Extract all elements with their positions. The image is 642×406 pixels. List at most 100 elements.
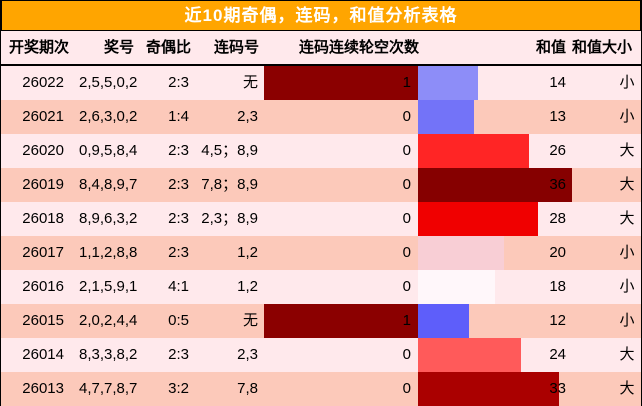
odd-even-ratio-cell: 2:3 [168, 346, 189, 363]
sum-cell: 36 [549, 176, 566, 193]
lianma-cell: 无 [242, 74, 258, 91]
lianma-cell: 2,3；8,9 [201, 210, 258, 227]
sum-heat-bar [418, 304, 469, 338]
lunkong-value: 1 [402, 74, 411, 91]
lunkong-value: 0 [402, 380, 411, 397]
sum-size-cell: 小 [619, 278, 635, 295]
column-header-lunkong: 连码连续轮空次数 [299, 39, 420, 56]
table-body: 26022 2,5,5,0,2 2:3 无 1 14 小 26021 2,6,3… [1, 66, 641, 406]
period-cell: 26020 [22, 142, 64, 159]
lunkong-value: 0 [402, 176, 411, 193]
period-cell: 26019 [22, 176, 64, 193]
lianma-cell: 7,8；8,9 [201, 176, 258, 193]
odd-even-ratio-cell: 2:3 [168, 74, 189, 91]
table-row: 26015 2,0,2,4,4 0:5 无 1 12 小 [1, 304, 641, 338]
sum-size-cell: 大 [619, 142, 635, 159]
period-cell: 26014 [22, 346, 64, 363]
sum-cell: 28 [549, 210, 566, 227]
sum-heat-bar [418, 100, 474, 134]
odd-even-ratio-cell: 3:2 [168, 380, 189, 397]
sum-cell: 14 [549, 74, 566, 91]
page-title: 近10期奇偶，连码，和值分析表格 [1, 0, 641, 31]
sum-size-cell: 小 [619, 74, 635, 91]
lunkong-cell: 1 [264, 304, 418, 338]
sum-cell: 26 [549, 142, 566, 159]
lunkong-heat-bar [264, 66, 418, 100]
odd-even-ratio-cell: 0:5 [168, 312, 189, 329]
column-header-sum-size: 和值大小 [571, 39, 632, 56]
sum-heat-bar [418, 202, 538, 236]
sum-cell: 13 [549, 108, 566, 125]
lianma-cell: 1,2 [237, 244, 258, 261]
lunkong-cell: 0 [264, 168, 418, 202]
lunkong-heat-bar [264, 304, 418, 338]
odd-even-ratio-cell: 2:3 [168, 142, 189, 159]
period-cell: 26017 [22, 244, 64, 261]
lianma-cell: 7,8 [237, 380, 258, 397]
winning-numbers-cell: 2,5,5,0,2 [79, 74, 138, 91]
sum-size-cell: 大 [619, 176, 635, 193]
lunkong-cell: 0 [264, 270, 418, 304]
column-header-lianma: 连码号 [214, 39, 260, 56]
lunkong-cell: 0 [264, 100, 418, 134]
lunkong-value: 0 [402, 244, 411, 261]
lianma-cell: 4,5；8,9 [201, 142, 258, 159]
sum-heat-bar [418, 236, 504, 270]
lunkong-cell: 0 [264, 338, 418, 372]
sum-size-cell: 小 [619, 244, 635, 261]
sum-size-cell: 小 [619, 108, 635, 125]
table-row: 26019 8,4,8,9,7 2:3 7,8；8,9 0 36 大 [1, 168, 641, 202]
sum-cell: 12 [549, 312, 566, 329]
period-cell: 26013 [22, 380, 64, 397]
winning-numbers-cell: 2,1,5,9,1 [79, 278, 138, 295]
sum-cell: 24 [549, 346, 566, 363]
winning-numbers-cell: 2,6,3,0,2 [79, 108, 138, 125]
table-header-row: 开奖期次 奖号 奇偶比 连码号 连码连续轮空次数 和值 和值大小 [1, 31, 641, 66]
column-header-odd-even: 奇偶比 [146, 39, 192, 56]
column-header-sum: 和值 [535, 39, 566, 56]
odd-even-ratio-cell: 2:3 [168, 210, 189, 227]
lianma-cell: 1,2 [237, 278, 258, 295]
winning-numbers-cell: 8,4,8,9,7 [79, 176, 138, 193]
sum-size-cell: 大 [619, 210, 635, 227]
winning-numbers-cell: 8,3,3,8,2 [79, 346, 138, 363]
lunkong-cell: 0 [264, 134, 418, 168]
winning-numbers-cell: 8,9,6,3,2 [79, 210, 138, 227]
period-cell: 26016 [22, 278, 64, 295]
table-row: 26020 0,9,5,8,4 2:3 4,5；8,9 0 26 大 [1, 134, 641, 168]
lianma-cell: 2,3 [237, 346, 258, 363]
lunkong-cell: 1 [264, 66, 418, 100]
lianma-cell: 2,3 [237, 108, 258, 125]
odd-even-ratio-cell: 4:1 [168, 278, 189, 295]
sum-size-cell: 大 [619, 346, 635, 363]
table-row: 26022 2,5,5,0,2 2:3 无 1 14 小 [1, 66, 641, 100]
table-row: 26016 2,1,5,9,1 4:1 1,2 0 18 小 [1, 270, 641, 304]
sum-heat-bar [418, 338, 521, 372]
sum-cell: 18 [549, 278, 566, 295]
sum-size-cell: 小 [619, 312, 635, 329]
lunkong-value: 0 [402, 108, 411, 125]
sum-heat-bar [418, 372, 559, 406]
lianma-cell: 无 [242, 312, 258, 329]
column-header-numbers: 奖号 [104, 39, 135, 56]
period-cell: 26021 [22, 108, 64, 125]
table-row: 26018 8,9,6,3,2 2:3 2,3；8,9 0 28 大 [1, 202, 641, 236]
period-cell: 26022 [22, 74, 64, 91]
period-cell: 26015 [22, 312, 64, 329]
lunkong-value: 1 [402, 312, 411, 329]
table-row: 26013 4,7,7,8,7 3:2 7,8 0 33 大 [1, 372, 641, 406]
odd-even-ratio-cell: 2:3 [168, 244, 189, 261]
sum-cell: 20 [549, 244, 566, 261]
lunkong-value: 0 [402, 278, 411, 295]
sum-cell: 33 [549, 380, 566, 397]
table-row: 26014 8,3,3,8,2 2:3 2,3 0 24 大 [1, 338, 641, 372]
lunkong-value: 0 [402, 210, 411, 227]
winning-numbers-cell: 2,0,2,4,4 [79, 312, 138, 329]
lunkong-cell: 0 [264, 236, 418, 270]
lunkong-value: 0 [402, 142, 411, 159]
lunkong-cell: 0 [264, 372, 418, 406]
odd-even-ratio-cell: 1:4 [168, 108, 189, 125]
odd-even-ratio-cell: 2:3 [168, 176, 189, 193]
sum-heat-bar [418, 270, 495, 304]
